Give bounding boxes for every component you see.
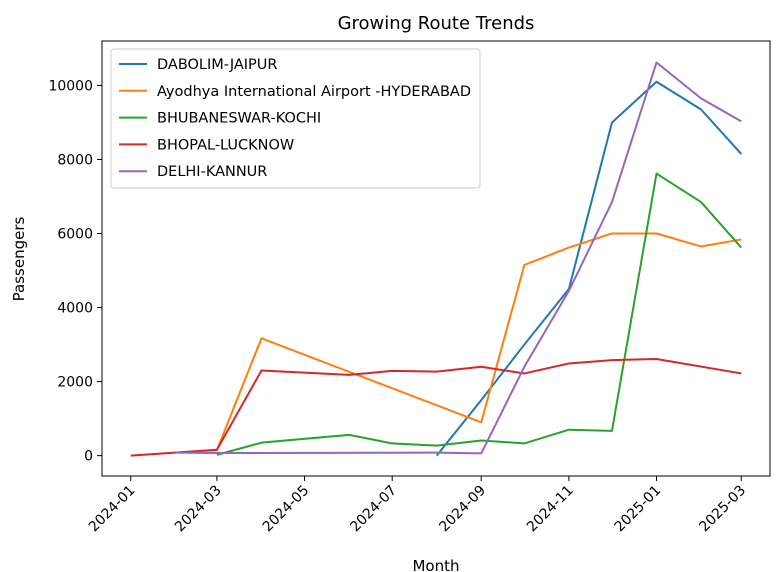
legend-label-4: DELHI-KANNUR	[157, 164, 267, 180]
legend-label-0: DABOLIM-JAIPUR	[157, 57, 278, 73]
x-tick-label-2: 2024-05	[260, 483, 313, 536]
x-axis-label: Month	[412, 557, 459, 572]
plot-frame	[101, 40, 771, 477]
series-layer	[130, 61, 743, 457]
x-tick-label-1: 2024-03	[172, 483, 225, 536]
legend-label-2: BHUBANESWAR-KOCHI	[157, 111, 321, 127]
series-line-1	[175, 232, 742, 454]
series-line-4	[175, 61, 742, 455]
legend-label-3: BHOPAL-LUCKNOW	[157, 137, 294, 153]
legend-box	[110, 48, 481, 189]
x-tick-label-5: 2024-11	[524, 483, 577, 536]
y-axis-label: Passengers	[10, 216, 28, 301]
series-line-2	[216, 172, 743, 456]
x-tick-label-7: 2025-03	[696, 483, 749, 536]
x-tick-label-0: 2024-01	[86, 483, 139, 536]
y-tick-label-3: 6000	[57, 227, 93, 243]
legend: DABOLIM-JAIPUR Ayodhya International Airp…	[110, 48, 481, 189]
y-tick-label-5: 10000	[48, 78, 93, 94]
y-tick-layer: 0 2000 4000 6000 8000 10000	[48, 78, 102, 465]
y-tick-label-1: 2000	[57, 375, 93, 391]
y-tick-label-0: 0	[84, 449, 93, 465]
legend-label-1: Ayodhya International Airport -HYDERABAD	[157, 84, 471, 100]
x-tick-label-4: 2024-09	[436, 483, 489, 536]
chart-title: Growing Route Trends	[338, 13, 535, 34]
y-tick-label-2: 4000	[57, 301, 93, 317]
series-line-3	[130, 358, 742, 457]
series-line-0	[435, 80, 743, 457]
x-tick-layer: 2024-01 2024-03 2024-05 2024-07 2024-09 2024-…	[86, 476, 749, 535]
x-tick-label-3: 2024-07	[347, 483, 400, 536]
x-tick-label-6: 2025-01	[612, 483, 665, 536]
y-tick-label-4: 8000	[57, 152, 93, 168]
